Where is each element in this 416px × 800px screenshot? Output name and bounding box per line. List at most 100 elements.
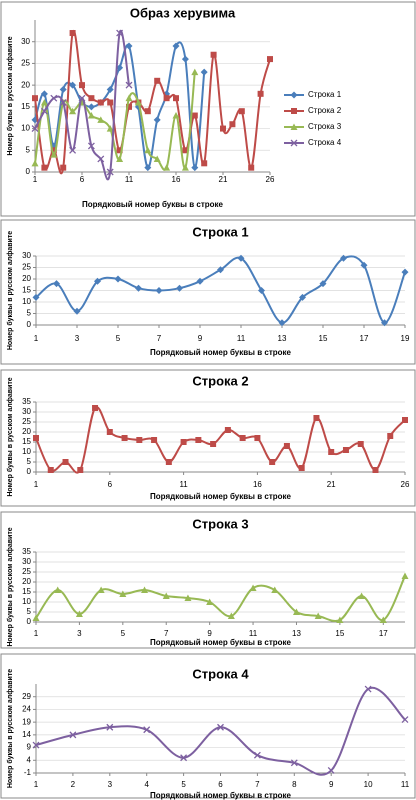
marker <box>78 94 86 102</box>
marker <box>381 319 388 327</box>
x-tick-label: 5 <box>116 334 121 343</box>
marker <box>106 85 114 93</box>
x-axis-label: Порядковый номер буквы в строке <box>150 638 291 647</box>
x-tick-label: 3 <box>108 780 113 789</box>
marker <box>360 261 368 269</box>
marker <box>87 142 95 150</box>
marker <box>75 610 83 617</box>
marker <box>69 81 77 89</box>
series-line <box>35 255 406 324</box>
x-tick-label: 3 <box>77 629 82 638</box>
marker <box>172 42 180 50</box>
x-tick-label: 7 <box>164 629 169 638</box>
marker <box>173 95 179 102</box>
marker <box>249 584 257 591</box>
marker <box>62 459 69 465</box>
marker <box>191 112 198 119</box>
series-line <box>35 686 406 776</box>
marker <box>401 716 409 724</box>
x-tick-label: 9 <box>207 629 212 638</box>
marker <box>195 437 202 443</box>
marker <box>154 77 161 84</box>
marker <box>401 268 409 276</box>
panel <box>0 219 416 365</box>
marker <box>47 467 54 473</box>
y-tick-label: 5 <box>27 309 32 318</box>
x-tick-label: 13 <box>278 334 287 343</box>
marker <box>116 29 124 37</box>
x-tick-label: 26 <box>266 175 275 184</box>
marker <box>210 441 217 447</box>
x-tick-label: 1 <box>34 629 39 638</box>
marker <box>121 435 128 441</box>
marker <box>210 51 217 58</box>
marker <box>144 108 151 115</box>
y-tick-label: 25 <box>22 567 31 576</box>
y-axis-label: Номер буквы в русском алфавите <box>6 527 14 646</box>
x-tick-label: 1 <box>34 334 39 343</box>
x-tick-label: 11 <box>125 175 134 184</box>
marker <box>328 449 335 455</box>
x-tick-label: 11 <box>237 334 246 343</box>
marker <box>79 82 85 89</box>
marker <box>40 90 48 98</box>
x-tick-label: 8 <box>292 780 297 789</box>
marker <box>143 726 151 734</box>
x-axis-label: Порядковый номер буквы в строке <box>150 492 291 501</box>
marker <box>269 459 276 465</box>
marker <box>125 94 133 102</box>
legend-marker <box>290 139 298 147</box>
y-tick-label: 30 <box>22 557 31 566</box>
y-tick-label: 5 <box>26 145 31 154</box>
marker <box>141 586 149 593</box>
x-tick-label: 1 <box>34 480 39 489</box>
x-tick-label: 17 <box>360 334 369 343</box>
x-tick-label: 11 <box>249 629 258 638</box>
marker <box>153 155 161 162</box>
y-tick-label: 9 <box>27 743 32 752</box>
marker <box>278 319 286 327</box>
marker <box>116 155 124 162</box>
y-tick-label: 0 <box>27 320 32 329</box>
marker <box>220 125 226 132</box>
marker <box>402 417 408 423</box>
marker <box>163 95 170 102</box>
series-line <box>35 406 406 474</box>
marker <box>180 439 187 445</box>
marker <box>172 112 180 119</box>
marker <box>126 103 132 110</box>
marker <box>125 42 133 50</box>
marker <box>135 284 142 292</box>
marker <box>258 287 265 294</box>
marker <box>176 284 183 292</box>
y-tick-label: 30 <box>22 407 31 416</box>
panel <box>0 511 416 649</box>
y-axis-label: Номер буквы в русском алфавите <box>6 231 14 350</box>
marker <box>41 164 48 171</box>
y-tick-label: 10 <box>21 124 30 133</box>
x-tick-label: 5 <box>181 780 186 789</box>
chart-title: Образ херувима <box>130 5 236 20</box>
chart-title: Строка 2 <box>192 373 248 388</box>
marker <box>33 435 39 441</box>
marker <box>153 116 161 124</box>
x-tick-label: 7 <box>255 780 260 789</box>
marker <box>97 155 105 163</box>
marker <box>358 592 366 599</box>
marker <box>191 68 199 76</box>
marker <box>97 116 105 123</box>
marker <box>191 164 199 172</box>
y-tick-label: 20 <box>21 80 30 89</box>
y-tick-label: 15 <box>22 286 31 295</box>
marker <box>87 112 95 119</box>
marker <box>114 275 122 283</box>
marker <box>319 280 327 288</box>
chart-title: Строка 4 <box>192 666 249 681</box>
legend-label: Строка 4 <box>308 138 342 147</box>
marker <box>32 741 40 749</box>
marker <box>106 723 114 731</box>
y-tick-label: 0 <box>26 167 31 176</box>
x-tick-label: 6 <box>108 480 113 489</box>
marker <box>401 572 409 579</box>
